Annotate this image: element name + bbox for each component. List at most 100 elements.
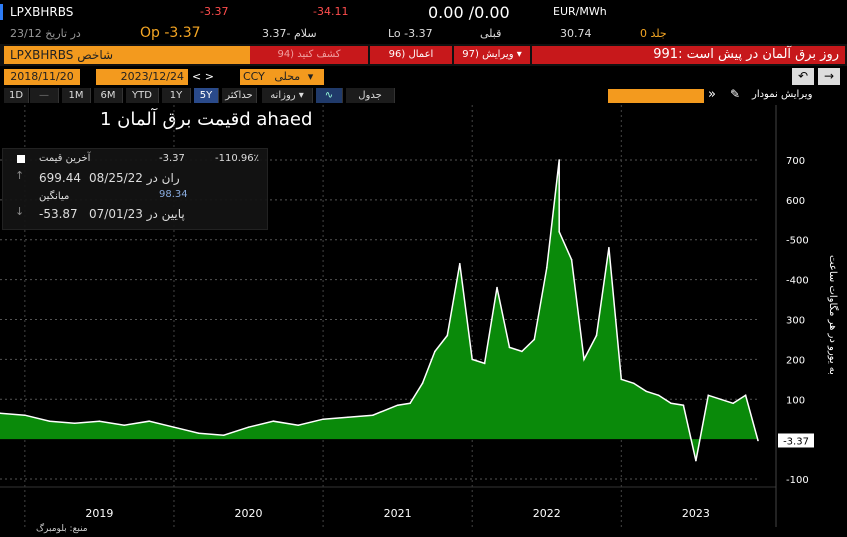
y-tick-label: 200 — [786, 355, 805, 366]
data-point — [371, 414, 374, 417]
data-point — [595, 334, 598, 337]
data-point — [247, 426, 250, 428]
data-point — [173, 426, 175, 428]
arrow-right-icon[interactable]: → — [818, 68, 840, 85]
data-point — [632, 382, 635, 385]
bid-ask: 0.00 /0.00 — [428, 3, 510, 22]
index-field[interactable]: LPXBHRBS شاخص — [4, 46, 250, 64]
security-marker — [0, 4, 3, 20]
y-tick-label: -400 — [786, 276, 809, 287]
data-point — [272, 420, 275, 422]
data-point — [732, 402, 734, 405]
currency-select[interactable]: CCY محلی ▾ — [240, 69, 324, 85]
data-point — [434, 350, 436, 353]
legend-box: آخرین قیمت -3.37 -110.96٪ 699.44 ران در … — [2, 148, 268, 230]
net-change: -3.37 — [200, 5, 229, 18]
y-tick-label: -500 — [786, 236, 809, 247]
data-point — [409, 402, 411, 405]
data-point — [496, 286, 498, 289]
table-button[interactable]: جدول — [346, 88, 395, 103]
open-price: Op -3.37 — [140, 25, 201, 41]
data-point — [620, 378, 623, 381]
edit-button[interactable]: 97) ویرایش ▾ — [454, 46, 530, 64]
data-point — [222, 434, 225, 436]
data-point — [297, 424, 300, 426]
data-point — [148, 420, 150, 422]
period-1m[interactable]: 1M — [62, 88, 91, 103]
data-point — [471, 358, 473, 361]
percent-change: -34.11 — [313, 5, 349, 18]
period-5y[interactable]: 5Y — [194, 88, 219, 103]
period-6m[interactable]: 6M — [94, 88, 123, 103]
legend-last-pct: -110.96٪ — [215, 153, 259, 164]
annotation-input[interactable] — [608, 89, 704, 103]
legend-last-value: -3.37 — [159, 153, 185, 164]
source-note: منبع: بلومبرگ — [36, 524, 88, 534]
data-point — [533, 338, 536, 341]
end-date-input[interactable]: 2023/12/24 — [96, 69, 188, 85]
data-point — [73, 422, 76, 424]
start-date-input[interactable]: 2018/11/20 — [4, 69, 80, 85]
data-point — [645, 390, 647, 393]
data-point — [198, 432, 200, 434]
legend-low-value: -53.87 — [39, 207, 78, 221]
ticker: LPXBHRBS — [10, 5, 74, 19]
price-chart: 700 600 -500 -400 300 200 100 -100 2019 2020 2021 2… — [0, 105, 839, 527]
x-tick-label: 2020 — [235, 507, 263, 520]
y-tick-label: 300 — [786, 316, 805, 327]
undo-icon[interactable]: ↶ — [792, 68, 814, 85]
last-value-tag — [778, 433, 814, 448]
x-tick-label: 2023 — [682, 507, 710, 520]
chevron-double-right-icon[interactable]: » — [708, 87, 716, 102]
price-area — [0, 160, 758, 461]
local-label: محلی — [274, 70, 301, 83]
price-unit: EUR/MWh — [553, 5, 607, 18]
x-tick-label: 2022 — [533, 507, 561, 520]
actions-button[interactable]: 96) اعمال — [370, 46, 452, 64]
data-point — [322, 418, 324, 421]
pencil-icon[interactable]: ✎ — [730, 87, 741, 101]
period-1d[interactable]: 1D — [4, 88, 29, 103]
y-tick-label: 700 — [786, 156, 805, 167]
x-tick-label: 2021 — [384, 507, 412, 520]
y-tick-label: 600 — [786, 196, 805, 207]
period-1y[interactable]: 1Y — [162, 88, 191, 103]
high-price: سلام -3.37 — [262, 27, 317, 40]
edit-chart-button[interactable]: ویرایش نمودار — [752, 89, 813, 100]
period-ytd[interactable]: YTD — [126, 88, 159, 103]
period-max[interactable]: حداکثر — [222, 88, 257, 103]
data-point — [707, 394, 710, 397]
export-button[interactable]: 94) کشف کنید — [250, 46, 368, 64]
data-point — [570, 258, 573, 261]
date-range-row: 2018/11/20 2023/12/24 < > CCY محلی ▾ ↶ → — [0, 68, 847, 86]
data-point — [24, 414, 26, 417]
data-point — [608, 246, 610, 249]
data-point — [583, 358, 585, 361]
data-point — [719, 398, 722, 401]
function-toolbar: LPXBHRBS شاخص 94) کشف کنید 96) اعمال 97)… — [0, 44, 847, 66]
legend-last-label: آخرین قیمت — [39, 153, 91, 164]
frequency-select[interactable]: روزانه ▾ — [262, 88, 313, 103]
news-headline[interactable]: 991: روز برق آلمان در پیش است — [532, 46, 845, 64]
data-point — [0, 412, 1, 415]
data-point — [521, 350, 523, 353]
legend-high-value: 699.44 — [39, 171, 81, 185]
data-point — [396, 404, 399, 407]
y-axis-label: به یورو در هر مگاوات ساعت — [827, 255, 839, 375]
previous-label: قبلی — [480, 27, 502, 40]
range-arrows[interactable]: < > — [192, 70, 214, 83]
data-point — [458, 262, 461, 265]
y-tick-label: 100 — [786, 395, 805, 406]
line-chart-icon[interactable]: ∿ — [316, 88, 343, 103]
data-point — [757, 439, 759, 442]
quote-header: LPXBHRBS -3.37 -34.11 0.00 /0.00 EUR/MWh — [0, 0, 847, 24]
low-price: Lo -3.37 — [388, 27, 433, 40]
data-point — [123, 424, 126, 426]
arrow-down-icon: ↓ — [15, 205, 25, 218]
data-point — [670, 402, 672, 405]
period-ytd-local[interactable]: — — [30, 88, 59, 103]
legend-swatch — [17, 155, 25, 163]
data-point — [508, 346, 511, 349]
chart-title: قیمت برق آلمان 1d ahaed — [100, 109, 313, 130]
data-point — [347, 416, 349, 419]
